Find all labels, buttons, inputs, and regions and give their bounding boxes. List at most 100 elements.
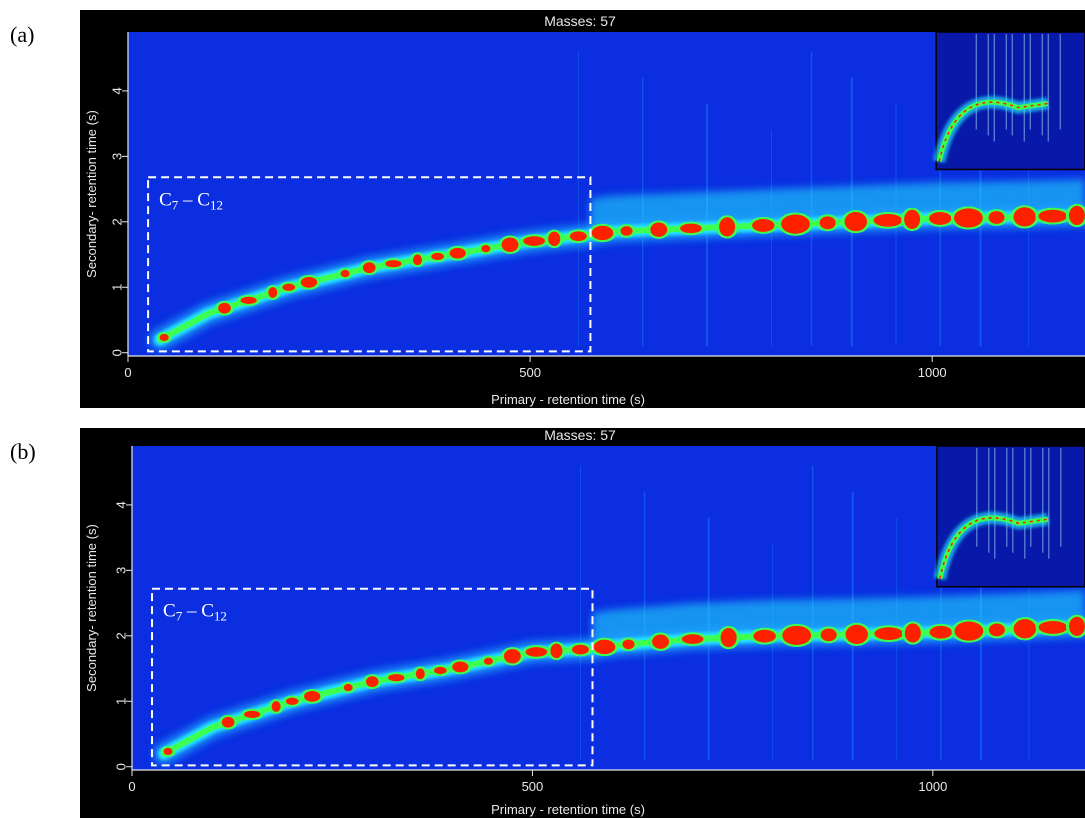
highlight-box-label: C7 – C12 bbox=[163, 601, 227, 624]
peak-blob bbox=[929, 212, 952, 225]
peak-blob bbox=[569, 231, 587, 242]
x-tick-label: 0 bbox=[124, 365, 131, 380]
y-tick-label: 2 bbox=[109, 218, 124, 225]
peak-blob bbox=[620, 226, 633, 236]
peak-blob bbox=[1013, 619, 1037, 639]
peak-blob bbox=[953, 208, 983, 228]
y-tick-label: 0 bbox=[113, 763, 128, 770]
peak-blob bbox=[285, 697, 299, 705]
peak-blob bbox=[163, 747, 173, 756]
peak-blob bbox=[271, 701, 281, 712]
x-axis-label: Primary - retention time (s) bbox=[491, 802, 645, 817]
peak-blob bbox=[221, 716, 235, 728]
peak-blob bbox=[988, 211, 1005, 224]
y-axis-label: Secondary- retention time (s) bbox=[84, 524, 99, 692]
peak-blob bbox=[874, 627, 904, 641]
peak-blob bbox=[365, 676, 379, 688]
peak-blob bbox=[304, 690, 321, 702]
peak-blob bbox=[388, 674, 405, 682]
peak-blob bbox=[548, 231, 561, 247]
peak-blob bbox=[720, 628, 737, 648]
peak-blob bbox=[591, 225, 614, 241]
peak-blob bbox=[844, 212, 868, 232]
panel-label-b: (b) bbox=[10, 439, 36, 464]
peak-blob bbox=[523, 236, 545, 246]
chart-title: Masses: 57 bbox=[544, 428, 616, 443]
chart-panel-a: C7 – C12 0 1 2 3 4 0 500 1000 Masses: 57 Primary -… bbox=[80, 10, 1085, 408]
peak-blob bbox=[413, 254, 423, 266]
inset-ridge-peaks bbox=[938, 101, 1048, 162]
peak-blob bbox=[431, 252, 444, 261]
y-tick-label: 0 bbox=[109, 349, 124, 356]
y-tick-label: 3 bbox=[109, 153, 124, 160]
peak-blob bbox=[1038, 621, 1068, 634]
inset-full-chromatogram bbox=[933, 445, 1085, 588]
peak-blob bbox=[481, 245, 491, 253]
peak-blob bbox=[503, 649, 521, 664]
peak-blob bbox=[752, 219, 775, 232]
peak-blob bbox=[1013, 207, 1036, 227]
peak-blob bbox=[572, 644, 589, 655]
x-tick-label: 500 bbox=[522, 779, 544, 794]
peak-blob bbox=[988, 623, 1005, 637]
x-axis-label: Primary - retention time (s) bbox=[491, 392, 645, 407]
peak-blob bbox=[362, 262, 376, 274]
peak-blob bbox=[218, 302, 231, 314]
highlight-box bbox=[151, 587, 594, 767]
inset-ridge-peaks bbox=[939, 517, 1049, 579]
peak-blob bbox=[904, 623, 921, 643]
peak-blob bbox=[652, 634, 669, 649]
peak-blob bbox=[240, 296, 257, 304]
peak-blob bbox=[820, 628, 837, 642]
x-tick-label: 1000 bbox=[918, 779, 947, 794]
peak-blob bbox=[680, 223, 702, 234]
y-tick-label: 4 bbox=[113, 501, 128, 508]
peak-blob bbox=[343, 683, 353, 692]
peak-blob bbox=[650, 222, 668, 237]
y-axis-label: Secondary- retention time (s) bbox=[84, 110, 99, 278]
peak-blob bbox=[954, 621, 984, 641]
peak-blob bbox=[782, 625, 812, 646]
y-tick-label: 1 bbox=[109, 284, 124, 291]
y-tick-label: 3 bbox=[113, 567, 128, 574]
peak-blob bbox=[781, 214, 810, 234]
panel-label-a: (a) bbox=[10, 22, 35, 47]
peak-blob bbox=[622, 639, 635, 650]
peak-blob bbox=[873, 213, 903, 227]
chart-panel-b: C7 – C12 0 1 2 3 4 0 500 1000 Masses: 57 Primary -… bbox=[80, 428, 1085, 818]
y-tick-label: 2 bbox=[113, 632, 128, 639]
peak-blob bbox=[452, 661, 469, 673]
peak-blob bbox=[159, 333, 169, 342]
peak-blob bbox=[434, 666, 447, 675]
peak-blob bbox=[819, 216, 836, 230]
heatmap-peaks bbox=[160, 614, 1085, 758]
peak-blob bbox=[385, 260, 402, 268]
peak-blob bbox=[929, 625, 953, 639]
peak-blob bbox=[300, 276, 318, 288]
peak-blob bbox=[282, 283, 296, 291]
chart-title: Masses: 57 bbox=[544, 13, 616, 29]
peak-blob bbox=[719, 217, 736, 237]
peak-blob bbox=[415, 668, 425, 680]
peak-blob bbox=[593, 639, 616, 655]
y-tick-label: 1 bbox=[113, 698, 128, 705]
peak-blob bbox=[244, 710, 261, 718]
highlight-box bbox=[147, 176, 592, 353]
x-tick-label: 500 bbox=[519, 365, 541, 380]
heatmap-peaks bbox=[156, 203, 1085, 344]
peak-blob bbox=[845, 624, 868, 645]
peak-blob bbox=[340, 269, 350, 278]
peak-blob bbox=[1068, 205, 1085, 226]
x-tick-label: 0 bbox=[128, 779, 135, 794]
peak-blob bbox=[483, 657, 493, 665]
peak-blob bbox=[525, 647, 548, 657]
x-tick-label: 1000 bbox=[918, 365, 947, 380]
peak-blob bbox=[904, 209, 921, 229]
y-tick-label: 4 bbox=[109, 87, 124, 94]
peak-blob bbox=[268, 287, 278, 298]
highlight-box-label: C7 – C12 bbox=[159, 189, 223, 212]
peak-blob bbox=[501, 237, 519, 252]
peak-blob bbox=[550, 643, 563, 659]
peak-blob bbox=[753, 629, 776, 643]
inset-full-chromatogram bbox=[933, 31, 1085, 171]
